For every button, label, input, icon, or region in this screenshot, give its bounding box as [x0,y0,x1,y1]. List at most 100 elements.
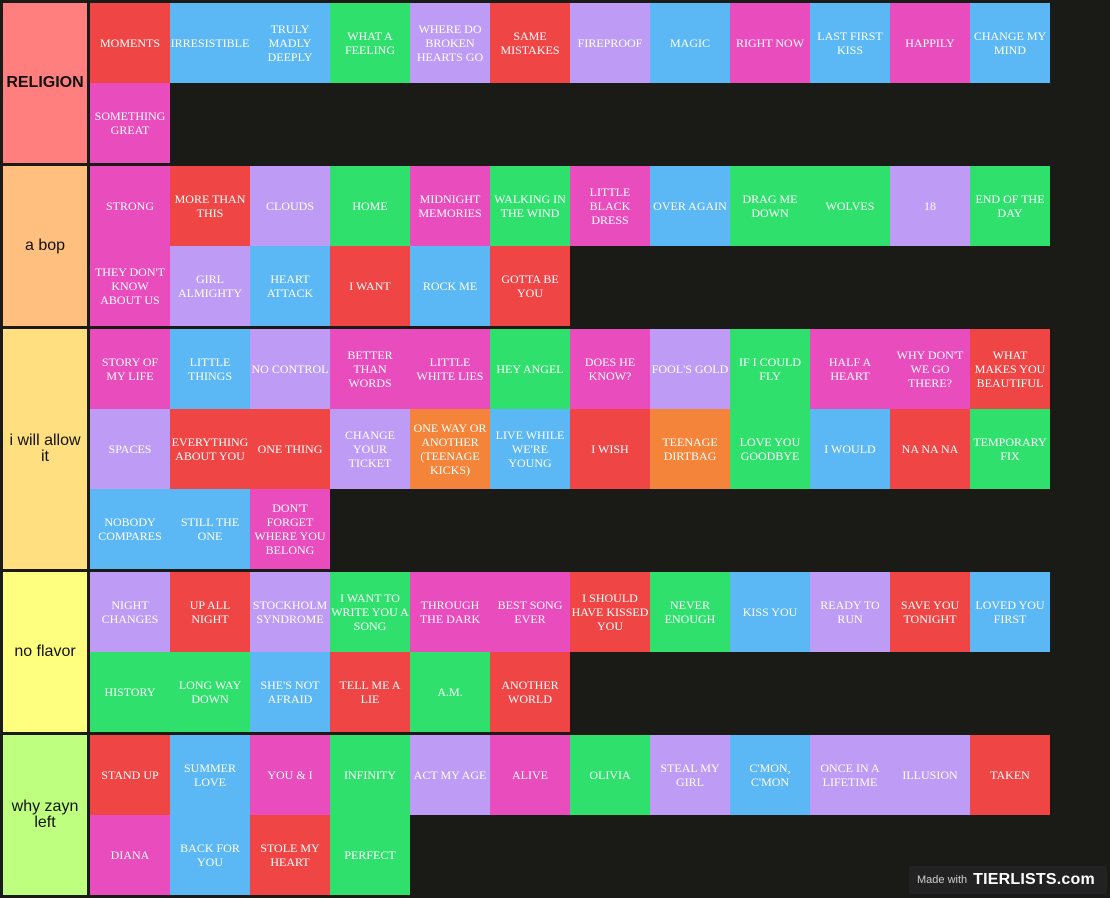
tier-item[interactable]: END OF THE DAY [970,166,1050,246]
tier-item[interactable]: I WANT TO WRITE YOU A SONG [330,572,410,652]
tier-item[interactable]: UP ALL NIGHT [170,572,250,652]
tier-item[interactable]: LAST FIRST KISS [810,3,890,83]
tier-item[interactable]: CHANGE MY MIND [970,3,1050,83]
tier-item[interactable]: LITTLE THINGS [170,329,250,409]
tier-item[interactable]: SOMETHING GREAT [90,83,170,163]
tier-item[interactable]: OVER AGAIN [650,166,730,246]
tier-item[interactable]: LOVE YOU GOODBYE [730,409,810,489]
tier-item[interactable]: ONCE IN A LIFETIME [810,735,890,815]
tier-item[interactable]: YOU & I [250,735,330,815]
tier-item[interactable]: TELL ME A LIE [330,652,410,732]
tier-item[interactable]: LOVED YOU FIRST [970,572,1050,652]
tier-item[interactable]: LONG WAY DOWN [170,652,250,732]
tier-item[interactable]: THEY DON'T KNOW ABOUT US [90,246,170,326]
tier-item[interactable]: DOES HE KNOW? [570,329,650,409]
tier-item[interactable]: SAME MISTAKES [490,3,570,83]
tier-item[interactable]: NA NA NA [890,409,970,489]
tier-item[interactable]: ILLUSION [890,735,970,815]
tier-item[interactable]: IF I COULD FLY [730,329,810,409]
tier-item[interactable]: WHAT A FEELING [330,3,410,83]
tier-item[interactable]: HOME [330,166,410,246]
tier-item[interactable]: MORE THAN THIS [170,166,250,246]
tier-item[interactable]: MAGIC [650,3,730,83]
tier-item[interactable]: LIVE WHILE WE'RE YOUNG [490,409,570,489]
tier-item[interactable]: BETTER THAN WORDS [330,329,410,409]
tier-item[interactable]: GOTTA BE YOU [490,246,570,326]
tier-item[interactable]: I SHOULD HAVE KISSED YOU [570,572,650,652]
tier-item[interactable]: HEY ANGEL [490,329,570,409]
tier-item[interactable]: WOLVES [810,166,890,246]
tier-item[interactable]: WALKING IN THE WIND [490,166,570,246]
tier-item[interactable]: TAKEN [970,735,1050,815]
tier-item[interactable]: DIANA [90,815,170,895]
tier-item[interactable]: 18 [890,166,970,246]
tier-item[interactable]: READY TO RUN [810,572,890,652]
tier-item[interactable]: WHY DON'T WE GO THERE? [890,329,970,409]
tier-item[interactable]: GIRL ALMIGHTY [170,246,250,326]
tier-item[interactable]: ACT MY AGE [410,735,490,815]
tier-item[interactable]: WHAT MAKES YOU BEAUTIFUL [970,329,1050,409]
tier-label[interactable]: no flavor [3,572,87,732]
tier-item[interactable]: ANOTHER WORLD [490,652,570,732]
tier-item[interactable]: C'MON, C'MON [730,735,810,815]
tier-item[interactable]: INFINITY [330,735,410,815]
tier-item[interactable]: TEENAGE DIRTBAG [650,409,730,489]
tier-items: STORY OF MY LIFE LITTLE THINGS NO CONTROL B… [90,329,1050,569]
tier-label[interactable]: why zayn left [3,735,87,895]
tier-label[interactable]: RELIGION [3,3,87,163]
tier-item[interactable]: RIGHT NOW [730,3,810,83]
tier-item[interactable]: NOBODY COMPARES [90,489,170,569]
tier-item[interactable]: SHE'S NOT AFRAID [250,652,330,732]
tier-item[interactable]: OLIVIA [570,735,650,815]
tier-item[interactable]: TRULY MADLY DEEPLY [250,3,330,83]
tier-item[interactable]: ROCK ME [410,246,490,326]
tier-item[interactable]: IRRESISTIBLE [170,3,250,83]
tier-item[interactable]: CLOUDS [250,166,330,246]
tier-item[interactable]: I WISH [570,409,650,489]
tier-item[interactable]: HALF A HEART [810,329,890,409]
tier-item[interactable]: MIDNIGHT MEMORIES [410,166,490,246]
tier-item[interactable]: EVERYTHING ABOUT YOU [170,409,250,489]
tier-item[interactable]: FIREPROOF [570,3,650,83]
tier-item[interactable]: TEMPORARY FIX [970,409,1050,489]
tier-item[interactable]: STORY OF MY LIFE [90,329,170,409]
tier-item[interactable]: DON'T FORGET WHERE YOU BELONG [250,489,330,569]
tier-item[interactable]: CHANGE YOUR TICKET [330,409,410,489]
tier-item[interactable]: KISS YOU [730,572,810,652]
tier-item[interactable]: MOMENTS [90,3,170,83]
tier-item[interactable]: STEAL MY GIRL [650,735,730,815]
tier-item[interactable]: STILL THE ONE [170,489,250,569]
tier-item[interactable]: HAPPILY [890,3,970,83]
tier-item[interactable]: WHERE DO BROKEN HEARTS GO [410,3,490,83]
tier-item[interactable]: ONE WAY OR ANOTHER (TEENAGE KICKS) [410,409,490,489]
tier-item[interactable]: SAVE YOU TONIGHT [890,572,970,652]
tier-item[interactable]: LITTLE WHITE LIES [410,329,490,409]
made-with-badge[interactable]: Made with TIERLISTS.com [909,866,1107,894]
tier-label[interactable]: a bop [3,166,87,326]
tier-item[interactable]: LITTLE BLACK DRESS [570,166,650,246]
tier-item-label: IRRESISTIBLE [170,36,250,50]
tier-item[interactable]: DRAG ME DOWN [730,166,810,246]
tier-item[interactable]: SPACES [90,409,170,489]
tier-item[interactable]: THROUGH THE DARK [410,572,490,652]
tier-item[interactable]: BEST SONG EVER [490,572,570,652]
tier-item[interactable]: FOOL'S GOLD [650,329,730,409]
tier-item[interactable]: ALIVE [490,735,570,815]
tier-item[interactable]: BACK FOR YOU [170,815,250,895]
tier-item[interactable]: NEVER ENOUGH [650,572,730,652]
tier-item[interactable]: STOCKHOLM SYNDROME [250,572,330,652]
tier-item[interactable]: STRONG [90,166,170,246]
tier-label[interactable]: i will allow it [3,329,87,569]
tier-item[interactable]: SUMMER LOVE [170,735,250,815]
tier-item[interactable]: I WOULD [810,409,890,489]
tier-item[interactable]: A.M. [410,652,490,732]
tier-item[interactable]: STAND UP [90,735,170,815]
tier-item[interactable]: HEART ATTACK [250,246,330,326]
tier-item[interactable]: HISTORY [90,652,170,732]
tier-item[interactable]: PERFECT [330,815,410,895]
tier-item[interactable]: STOLE MY HEART [250,815,330,895]
tier-item[interactable]: ONE THING [250,409,330,489]
tier-item[interactable]: NO CONTROL [250,329,330,409]
tier-item[interactable]: I WANT [330,246,410,326]
tier-item[interactable]: NIGHT CHANGES [90,572,170,652]
